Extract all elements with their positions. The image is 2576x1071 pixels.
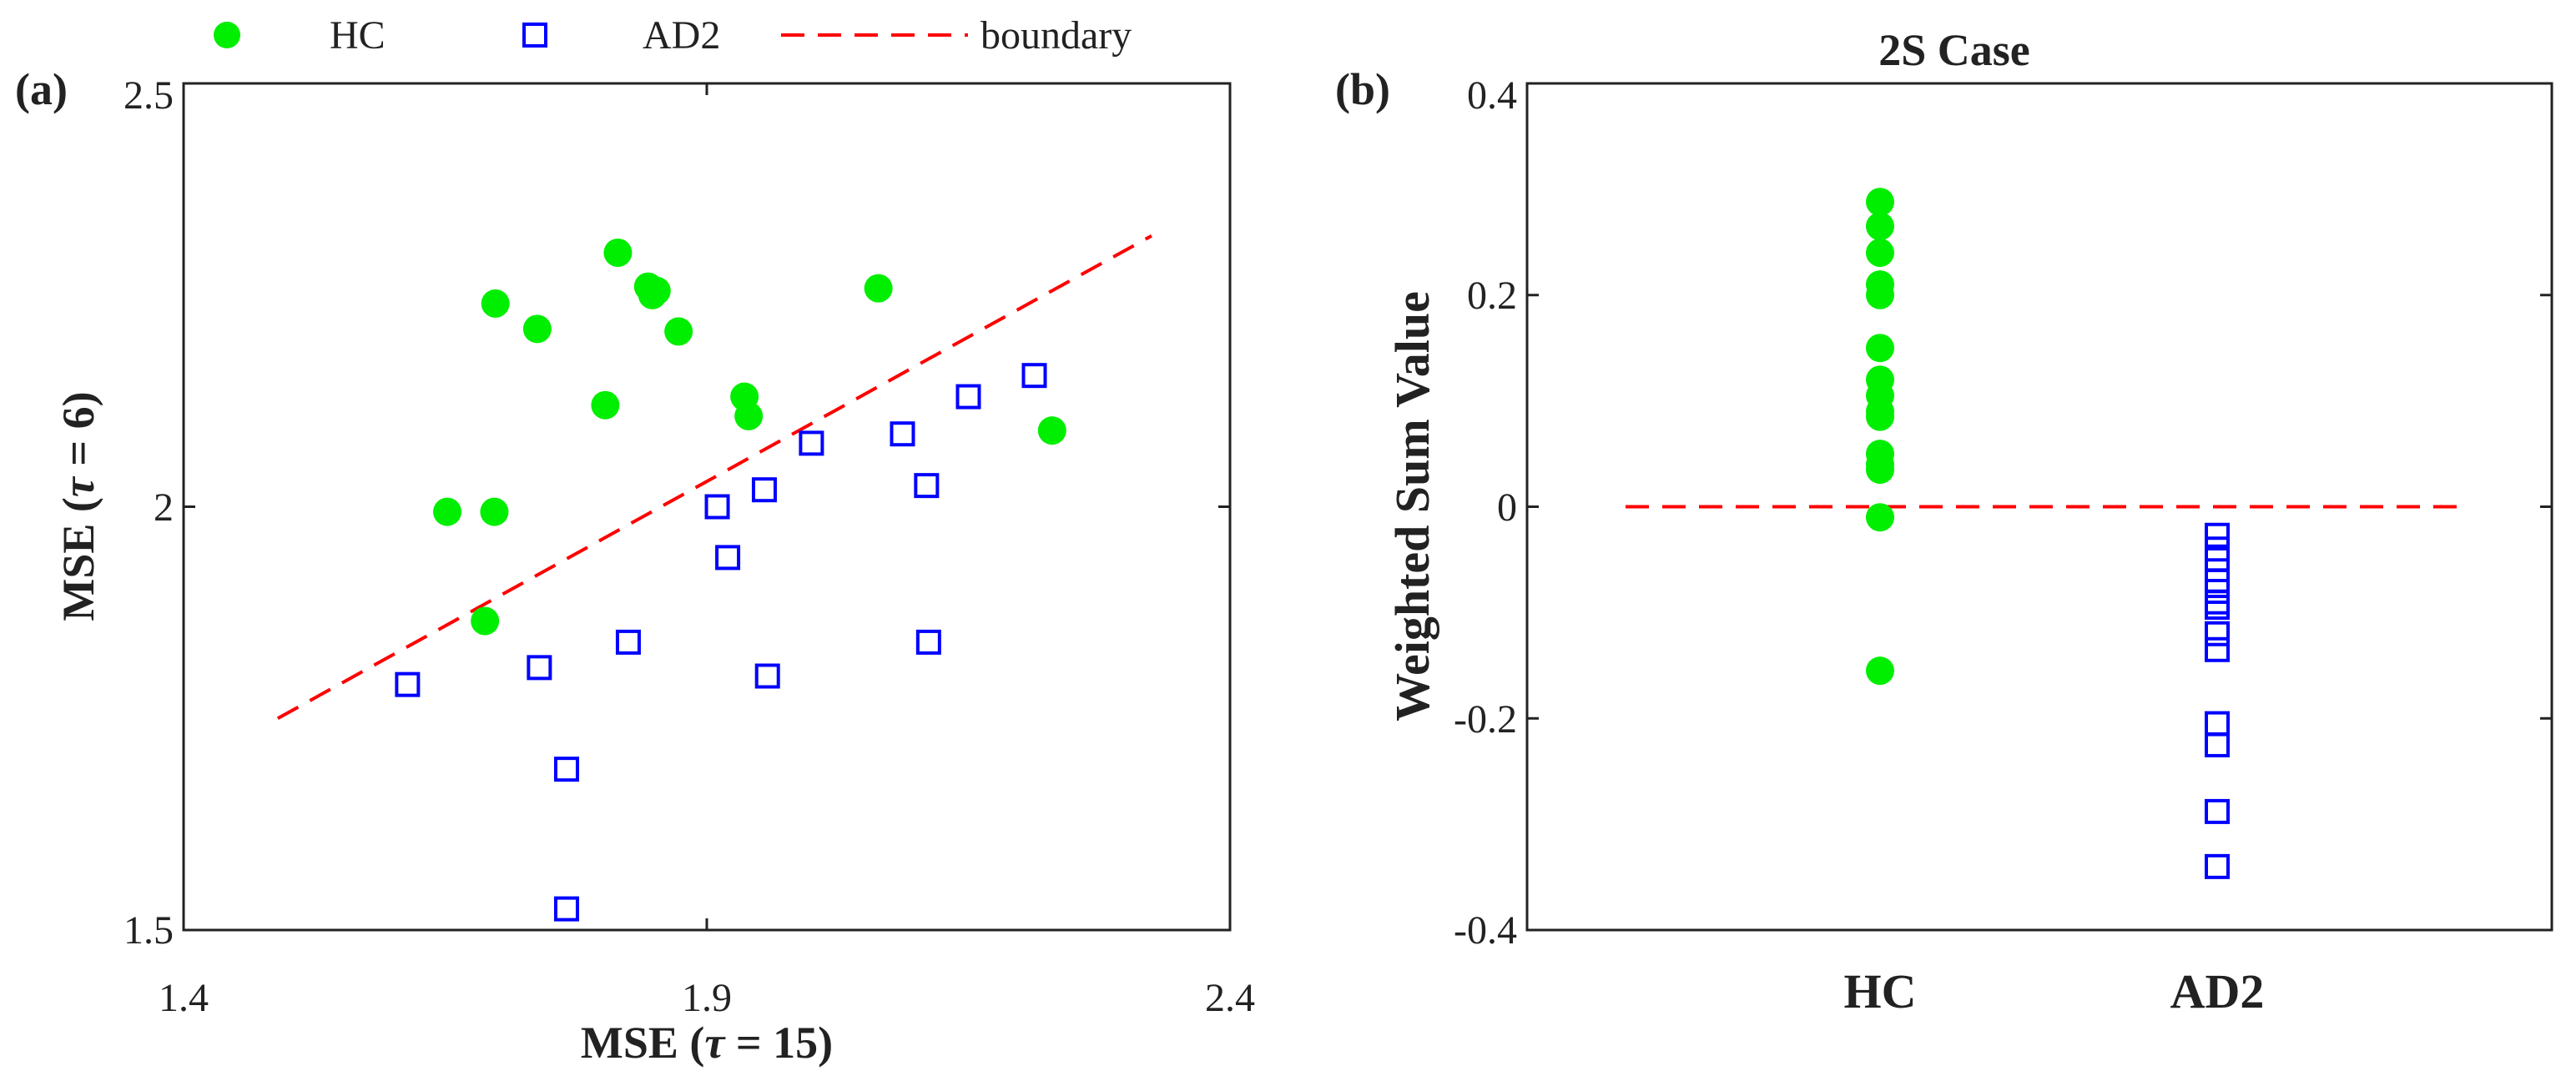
hc-point [1866,239,1894,267]
legend-ad2-label: AD2 [643,13,720,58]
ad2-point [2205,732,2230,757]
hc-point [603,239,633,267]
ad2-point [704,494,730,520]
ad2-point [915,629,941,655]
panel-a-xtick-labels: 1.4 1.9 2.4 [159,976,1255,1020]
ad2-point [1021,363,1047,389]
ad2-point [914,473,940,499]
panel-b-ytick-label: 0.4 [1467,73,1517,118]
ad2-point [553,896,579,922]
ad2-point [955,384,981,410]
panel-a-label: (a) [15,64,68,114]
hc-point [1037,416,1066,445]
ad2-point [2205,636,2230,662]
panel-a-ytick-labels: 1.5 2 2.5 [124,73,174,953]
hc-point [480,497,509,526]
ad2-point [2205,711,2230,737]
hc-point [1866,188,1894,217]
legend-hc-marker [214,22,240,48]
panel-b-category-label: AD2 [2170,964,2265,1018]
hc-point [1866,503,1894,532]
panel-a-ytick-label: 1.5 [124,908,174,953]
hc-point [1866,280,1894,309]
ad2-point [527,655,552,681]
panel-b-ytick-label: -0.2 [1454,697,1517,742]
panel-a-ylabel: MSE (τ = 6) [53,391,103,621]
ad2-point [890,421,915,447]
ad2-point [751,477,777,503]
hc-point [1866,455,1894,485]
hc-point [471,606,500,636]
hc-point [433,497,462,526]
hc-point [664,317,693,346]
ad2-point [2205,522,2230,548]
ad2-point [799,430,824,456]
hc-point [591,390,620,420]
legend: HC AD2 boundary [214,13,1132,58]
hc-point [864,274,893,303]
panel-b-label: (b) [1335,64,1390,114]
legend-ad2-marker [522,23,547,48]
panel-b-plot-area [1626,188,2470,879]
panel-a-xlabel: MSE (τ = 15) [581,1018,833,1068]
hc-point [1866,402,1894,431]
ad2-point [715,545,741,571]
panel-b-ticks [1527,82,2552,932]
hc-point [734,401,764,430]
panel-a-xtick-label: 1.9 [682,976,732,1020]
hc-point [1866,656,1894,686]
panel-b-title: 2S Case [1878,25,2030,75]
ad2-point [2205,798,2230,824]
panel-a: (a) 1.4 1.9 2.4 1.5 2 2.5 MSE (τ = 15) M… [15,64,1255,1068]
ad2-point [553,757,579,782]
panel-b-ytick-label: -0.4 [1454,908,1517,953]
panel-b-ylabel: Weighted Sum Value [1385,291,1439,722]
legend-hc-label: HC [330,13,386,58]
panel-a-ytick-label: 2.5 [124,73,174,118]
panel-a-plot-area [276,234,1152,922]
hc-point [1866,212,1894,241]
hc-point [1866,334,1894,363]
panel-b: (b) 2S Case -0.4 -0.2 0 0.2 0.4 HC AD2 W… [1335,25,2553,1018]
panel-b-ytick-labels: -0.4 -0.2 0 0.2 0.4 [1454,73,1517,953]
ad2-point [395,671,421,697]
panel-a-ticks [182,82,1232,932]
ad2-point [615,629,641,655]
panel-a-xtick-label: 2.4 [1205,976,1255,1020]
boundary-line [276,234,1152,721]
panel-a-ytick-label: 2 [154,485,174,530]
panel-b-ytick-label: 0.2 [1467,274,1517,318]
hc-point [481,289,510,318]
ad2-point [754,663,780,689]
legend-boundary-label: boundary [980,13,1132,58]
ad2-point [2205,853,2230,879]
panel-b-category-label: HC [1844,964,1917,1018]
panel-a-xtick-label: 1.4 [159,976,209,1020]
hc-point [522,314,552,344]
hc-point [642,276,671,305]
panel-b-ytick-label: 0 [1497,485,1517,530]
ad2-point [2205,621,2230,646]
ad2-point [2205,595,2230,621]
